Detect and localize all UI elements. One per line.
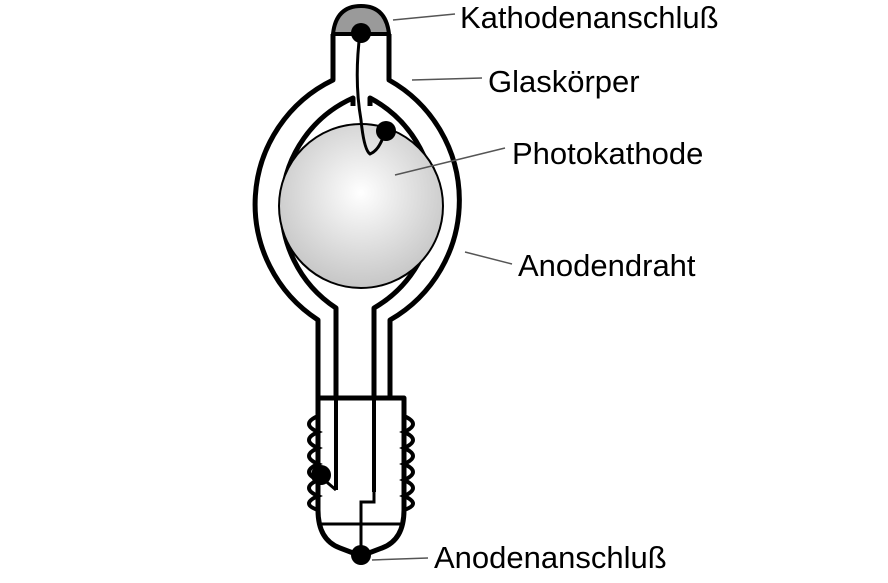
- leader-anode-wire: [464, 251, 513, 265]
- photocathode-sphere: [278, 123, 444, 289]
- leader-cathode-terminal: [392, 13, 456, 21]
- anode-terminal-dot: [351, 545, 371, 565]
- photocathode-contact-dot: [376, 121, 396, 141]
- anode-wire: [359, 492, 376, 550]
- leader-anode-terminal: [371, 557, 429, 561]
- cathode-wire: [355, 32, 387, 156]
- label-anode-wire: Anodendraht: [518, 248, 696, 283]
- label-photocathode: Photokathode: [512, 136, 704, 171]
- thread-left: [307, 414, 323, 512]
- label-cathode-terminal: Kathodenanschluß: [460, 0, 719, 35]
- label-glass-body: Glaskörper: [488, 64, 640, 99]
- thread-right: [399, 414, 415, 512]
- label-anode-terminal: Anodenanschluß: [434, 540, 667, 575]
- cathode-terminal-dot: [351, 23, 371, 43]
- leader-photocathode: [394, 147, 506, 176]
- leader-glass-body: [411, 77, 483, 81]
- cathode-cap: [330, 3, 392, 36]
- thread-contact-dot: [311, 465, 331, 485]
